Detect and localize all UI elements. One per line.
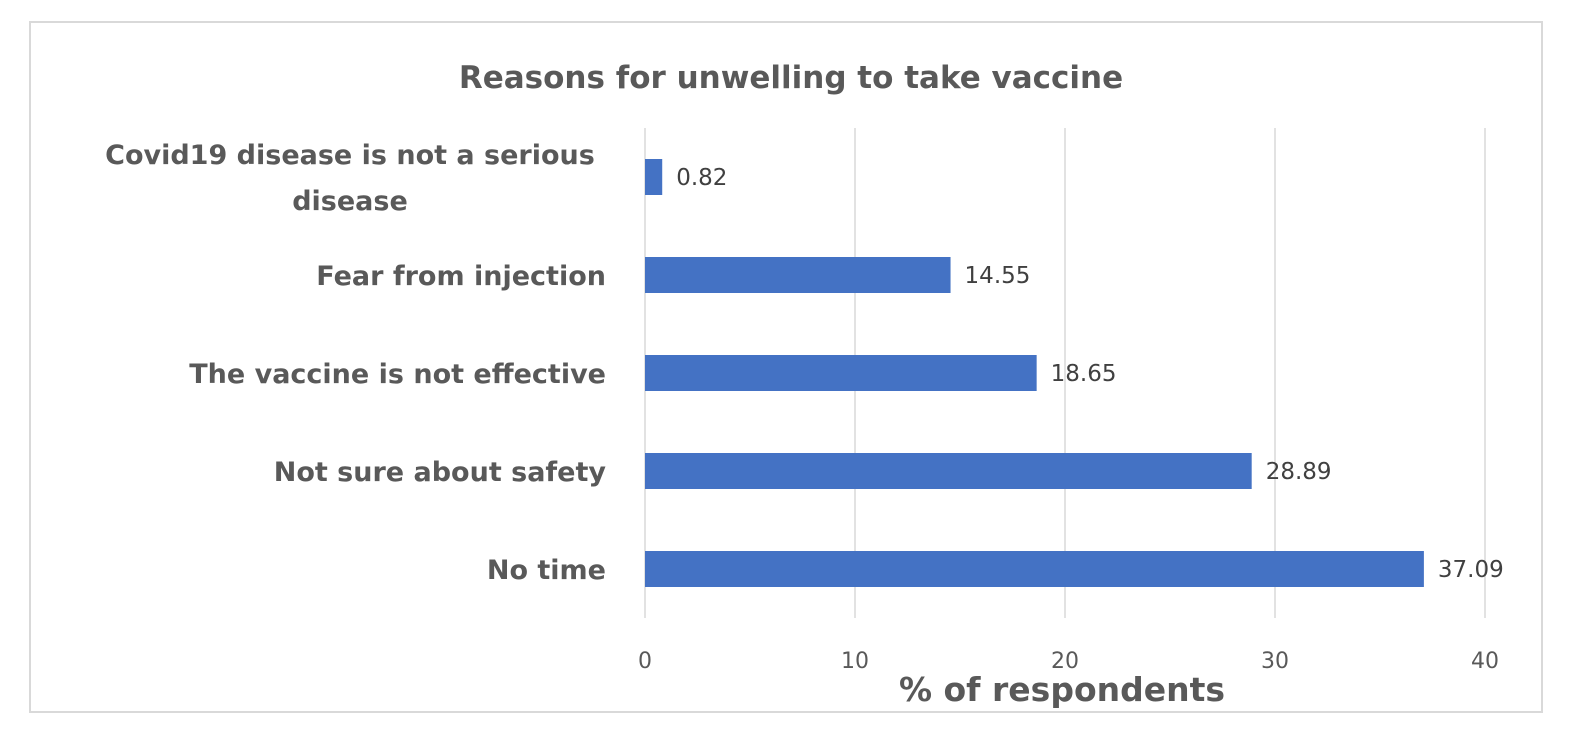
category-label: The vaccine is not effective (189, 359, 606, 390)
data-label: 28.89 (1266, 459, 1332, 485)
category-label-line: The vaccine is not effective (189, 359, 606, 390)
category-label-line: No time (487, 555, 606, 586)
bar (645, 551, 1424, 587)
data-label: 37.09 (1438, 557, 1504, 583)
x-tick-label: 30 (1261, 649, 1289, 674)
x-tick-label: 10 (841, 649, 869, 674)
category-label: Fear from injection (316, 261, 606, 292)
category-label: No time (487, 555, 606, 586)
x-tick-labels: 0 10 20 30 40 (638, 649, 1499, 674)
x-axis-title: % of respondents (899, 670, 1225, 709)
chart-title: Reasons for unwelling to take vaccine (459, 60, 1123, 96)
bar (645, 159, 663, 195)
category-label: Covid19 disease is not a serious disease (105, 140, 595, 217)
category-label-line: disease (292, 186, 408, 217)
category-label-line: Not sure about safety (274, 457, 607, 488)
category-label: Not sure about safety (274, 457, 607, 488)
bar (645, 257, 951, 293)
x-tick-label: 20 (1051, 649, 1079, 674)
data-label: 18.65 (1051, 361, 1117, 387)
bars (645, 159, 1424, 587)
category-label-line: Covid19 disease is not a serious (105, 140, 595, 171)
category-labels: Covid19 disease is not a serious disease F… (105, 140, 606, 586)
bar (645, 453, 1252, 489)
bar (645, 355, 1037, 391)
x-tick-label: 40 (1471, 649, 1499, 674)
data-label: 14.55 (965, 263, 1031, 289)
x-tick-label: 0 (638, 649, 652, 674)
category-label-line: Fear from injection (316, 261, 606, 292)
data-labels: 0.82 14.55 18.65 28.89 37.09 (676, 165, 1504, 583)
data-label: 0.82 (676, 165, 727, 191)
